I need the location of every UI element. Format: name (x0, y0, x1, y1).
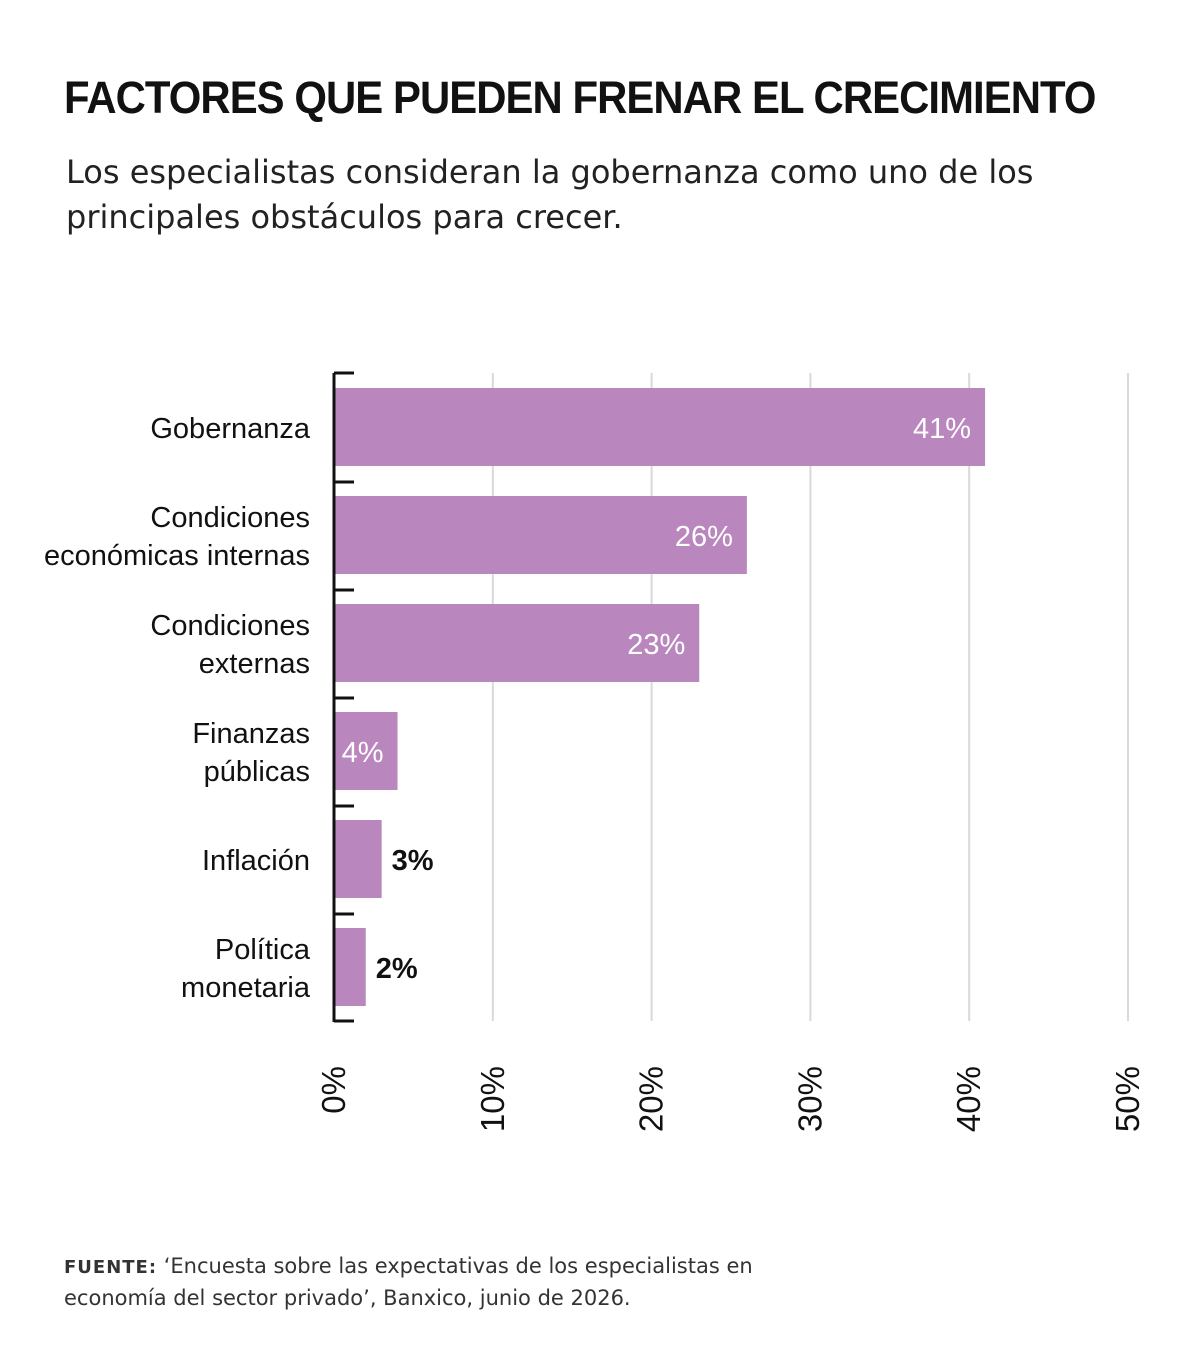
category-label-line: Finanzas (192, 718, 310, 750)
category-label-line: monetaria (181, 972, 311, 1004)
category-label-line: Política (215, 934, 311, 966)
category-label: Gobernanza (150, 413, 310, 445)
category-label: Inflación (202, 845, 310, 877)
value-label: 26% (675, 521, 733, 553)
source-note: FUENTE: ‘Encuesta sobre las expectativas… (64, 1251, 824, 1313)
x-tick-label: 30% (791, 1066, 828, 1132)
category-label: Condiciones externas (150, 610, 310, 680)
bar-4 (334, 820, 382, 898)
bar-5 (334, 928, 366, 1006)
source-label: FUENTE: (64, 1257, 158, 1278)
bar-1 (334, 496, 747, 574)
x-tick-label: 50% (1109, 1066, 1146, 1132)
value-label: 3% (392, 845, 434, 877)
category-label-line: externas (199, 648, 310, 680)
value-label: 41% (913, 413, 971, 445)
x-tick-label: 0% (315, 1066, 352, 1114)
value-label: 23% (627, 629, 685, 661)
x-tick-label: 10% (474, 1066, 511, 1132)
category-label-line: públicas (204, 756, 310, 788)
category-label-line: Inflación (202, 845, 310, 877)
bars (334, 388, 986, 1006)
category-label-line: Condiciones (150, 610, 310, 642)
category-label: Condiciones económicas internas (44, 502, 310, 572)
x-tick-labels: 0% 10% 20% 30% 40% 50% (315, 1066, 1146, 1132)
category-label: Política monetaria (181, 934, 311, 1004)
category-labels: Gobernanza Condiciones económicas internas… (44, 413, 311, 1004)
category-label: Finanzas públicas (192, 718, 310, 788)
category-label-line: Gobernanza (150, 413, 310, 445)
value-labels: 41% 26% 23% 4% 3% 2% (342, 413, 971, 985)
category-axis (332, 371, 354, 1023)
bar-0 (334, 388, 986, 466)
value-label: 4% (342, 737, 384, 769)
x-tick-label: 20% (633, 1066, 670, 1132)
value-label: 2% (376, 953, 418, 985)
category-label-line: económicas internas (44, 540, 310, 572)
chart-subtitle: Los especialistas consideran la gobernan… (66, 153, 1034, 236)
gridlines (491, 373, 1129, 1021)
bar-3 (334, 712, 398, 790)
bar-2 (334, 604, 700, 682)
source-text: ‘Encuesta sobre las expectativas de los … (64, 1254, 753, 1310)
x-tick-label: 40% (950, 1066, 987, 1132)
category-label-line: Condiciones (150, 502, 310, 534)
chart-title: FACTORES QUE PUEDEN FRENAR EL CRECIMIENT… (64, 72, 1096, 123)
